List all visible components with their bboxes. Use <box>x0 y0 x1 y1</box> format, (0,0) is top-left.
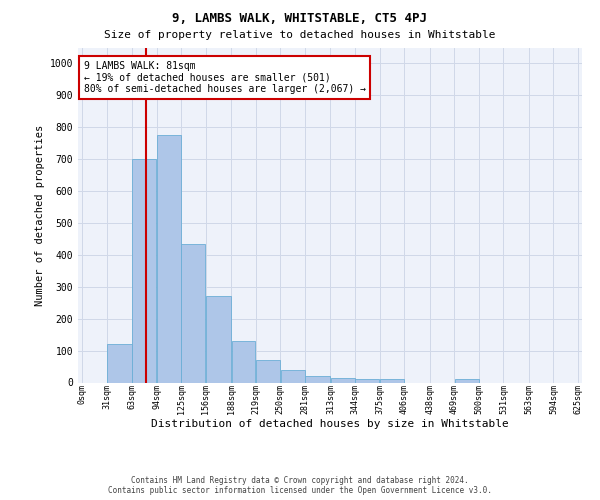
Bar <box>380 380 404 382</box>
Bar <box>157 135 181 382</box>
Bar <box>132 159 156 382</box>
Y-axis label: Number of detached properties: Number of detached properties <box>35 124 46 306</box>
Text: Size of property relative to detached houses in Whitstable: Size of property relative to detached ho… <box>104 30 496 40</box>
Text: 9, LAMBS WALK, WHITSTABLE, CT5 4PJ: 9, LAMBS WALK, WHITSTABLE, CT5 4PJ <box>173 12 427 26</box>
Bar <box>355 380 379 382</box>
Bar <box>331 378 355 382</box>
Bar <box>107 344 131 383</box>
Text: Contains HM Land Registry data © Crown copyright and database right 2024.
Contai: Contains HM Land Registry data © Crown c… <box>108 476 492 495</box>
Bar <box>455 380 479 382</box>
Bar <box>232 341 256 382</box>
Bar <box>181 244 205 382</box>
Bar <box>206 296 231 382</box>
Bar <box>281 370 305 382</box>
Text: 9 LAMBS WALK: 81sqm
← 19% of detached houses are smaller (501)
80% of semi-detac: 9 LAMBS WALK: 81sqm ← 19% of detached ho… <box>83 61 365 94</box>
X-axis label: Distribution of detached houses by size in Whitstable: Distribution of detached houses by size … <box>151 420 509 430</box>
Bar <box>256 360 280 382</box>
Bar <box>305 376 330 382</box>
